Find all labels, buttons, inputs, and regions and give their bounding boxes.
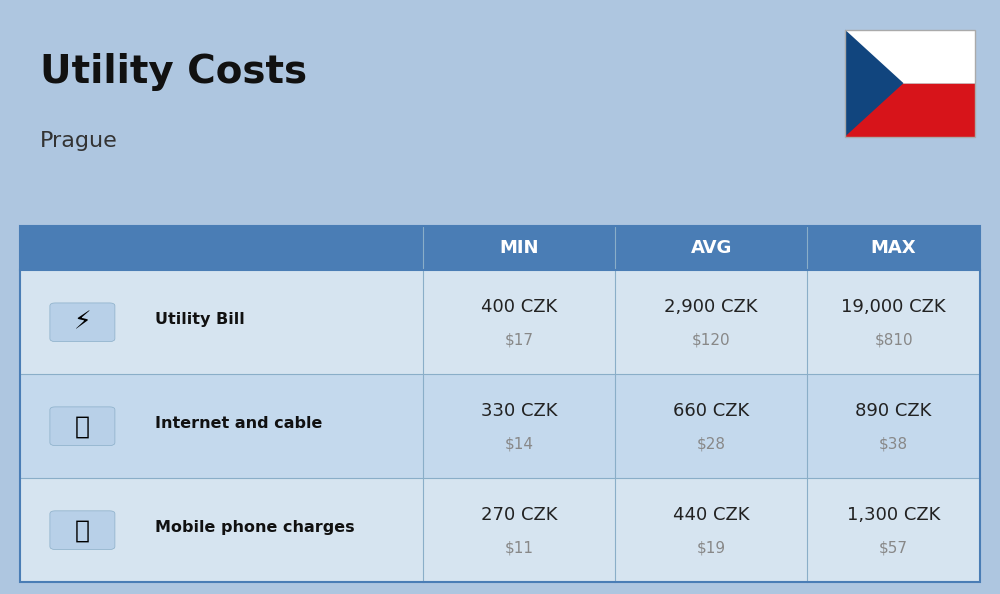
FancyBboxPatch shape: [50, 511, 115, 549]
FancyBboxPatch shape: [20, 270, 980, 374]
Polygon shape: [845, 30, 904, 137]
Text: MAX: MAX: [871, 239, 916, 257]
Text: 270 CZK: 270 CZK: [481, 506, 557, 525]
Text: $11: $11: [505, 541, 534, 555]
Text: 📱: 📱: [75, 518, 90, 542]
Text: $120: $120: [692, 333, 731, 347]
FancyBboxPatch shape: [50, 407, 115, 446]
Text: $57: $57: [879, 541, 908, 555]
Text: AVG: AVG: [691, 239, 732, 257]
Text: Utility Bill: Utility Bill: [155, 312, 245, 327]
Text: 19,000 CZK: 19,000 CZK: [841, 298, 946, 317]
Text: $19: $19: [697, 541, 726, 555]
Text: 1,300 CZK: 1,300 CZK: [847, 506, 940, 525]
FancyBboxPatch shape: [845, 83, 975, 137]
FancyBboxPatch shape: [20, 226, 980, 270]
Text: $810: $810: [874, 333, 913, 347]
Text: 440 CZK: 440 CZK: [673, 506, 749, 525]
FancyBboxPatch shape: [20, 374, 980, 478]
Text: 📶: 📶: [75, 414, 90, 438]
Text: $38: $38: [879, 437, 908, 451]
Text: 330 CZK: 330 CZK: [481, 402, 557, 421]
Text: 890 CZK: 890 CZK: [855, 402, 932, 421]
Text: ⚡: ⚡: [74, 310, 91, 334]
Text: 400 CZK: 400 CZK: [481, 298, 557, 317]
FancyBboxPatch shape: [845, 30, 975, 83]
Text: Mobile phone charges: Mobile phone charges: [155, 520, 354, 535]
Text: $14: $14: [505, 437, 534, 451]
Text: MIN: MIN: [499, 239, 539, 257]
FancyBboxPatch shape: [50, 303, 115, 342]
Text: 660 CZK: 660 CZK: [673, 402, 749, 421]
Text: 2,900 CZK: 2,900 CZK: [664, 298, 758, 317]
Text: $28: $28: [697, 437, 726, 451]
Text: Utility Costs: Utility Costs: [40, 53, 307, 91]
FancyBboxPatch shape: [20, 478, 980, 582]
Text: Prague: Prague: [40, 131, 118, 151]
Text: $17: $17: [505, 333, 534, 347]
Text: Internet and cable: Internet and cable: [155, 416, 322, 431]
